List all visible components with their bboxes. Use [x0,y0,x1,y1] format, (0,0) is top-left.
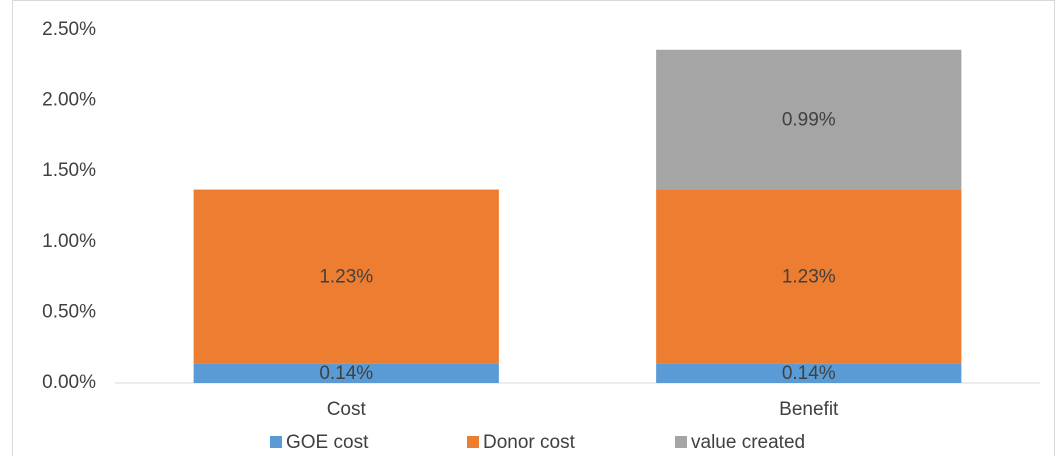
data-label: 0.14% [319,363,373,384]
legend-swatch [270,436,282,448]
y-tick-label: 0.00% [42,372,96,393]
bar-segment [656,189,962,364]
data-label: 1.23% [319,266,373,287]
bar-segment [656,363,962,383]
x-tick-label: Benefit [779,399,839,420]
y-tick-label: 2.50% [42,19,96,40]
x-tick-label: Cost [327,399,367,420]
data-label: 0.14% [782,363,836,384]
bar-segment [193,363,499,383]
y-tick-label: 0.50% [42,301,96,322]
legend-swatch [467,436,479,448]
y-tick-label: 1.00% [42,231,96,252]
legend-label: value created [691,432,805,453]
legend-label: GOE cost [286,432,369,453]
y-tick-label: 2.00% [42,90,96,111]
bar-segment [193,189,499,364]
y-tick-label: 1.50% [42,160,96,181]
chart-border [12,0,1055,456]
data-label: 0.99% [782,110,836,131]
legend-swatch [675,436,687,448]
data-label: 1.23% [782,266,836,287]
bar-segment [656,49,962,190]
legend-label: Donor cost [483,432,576,453]
